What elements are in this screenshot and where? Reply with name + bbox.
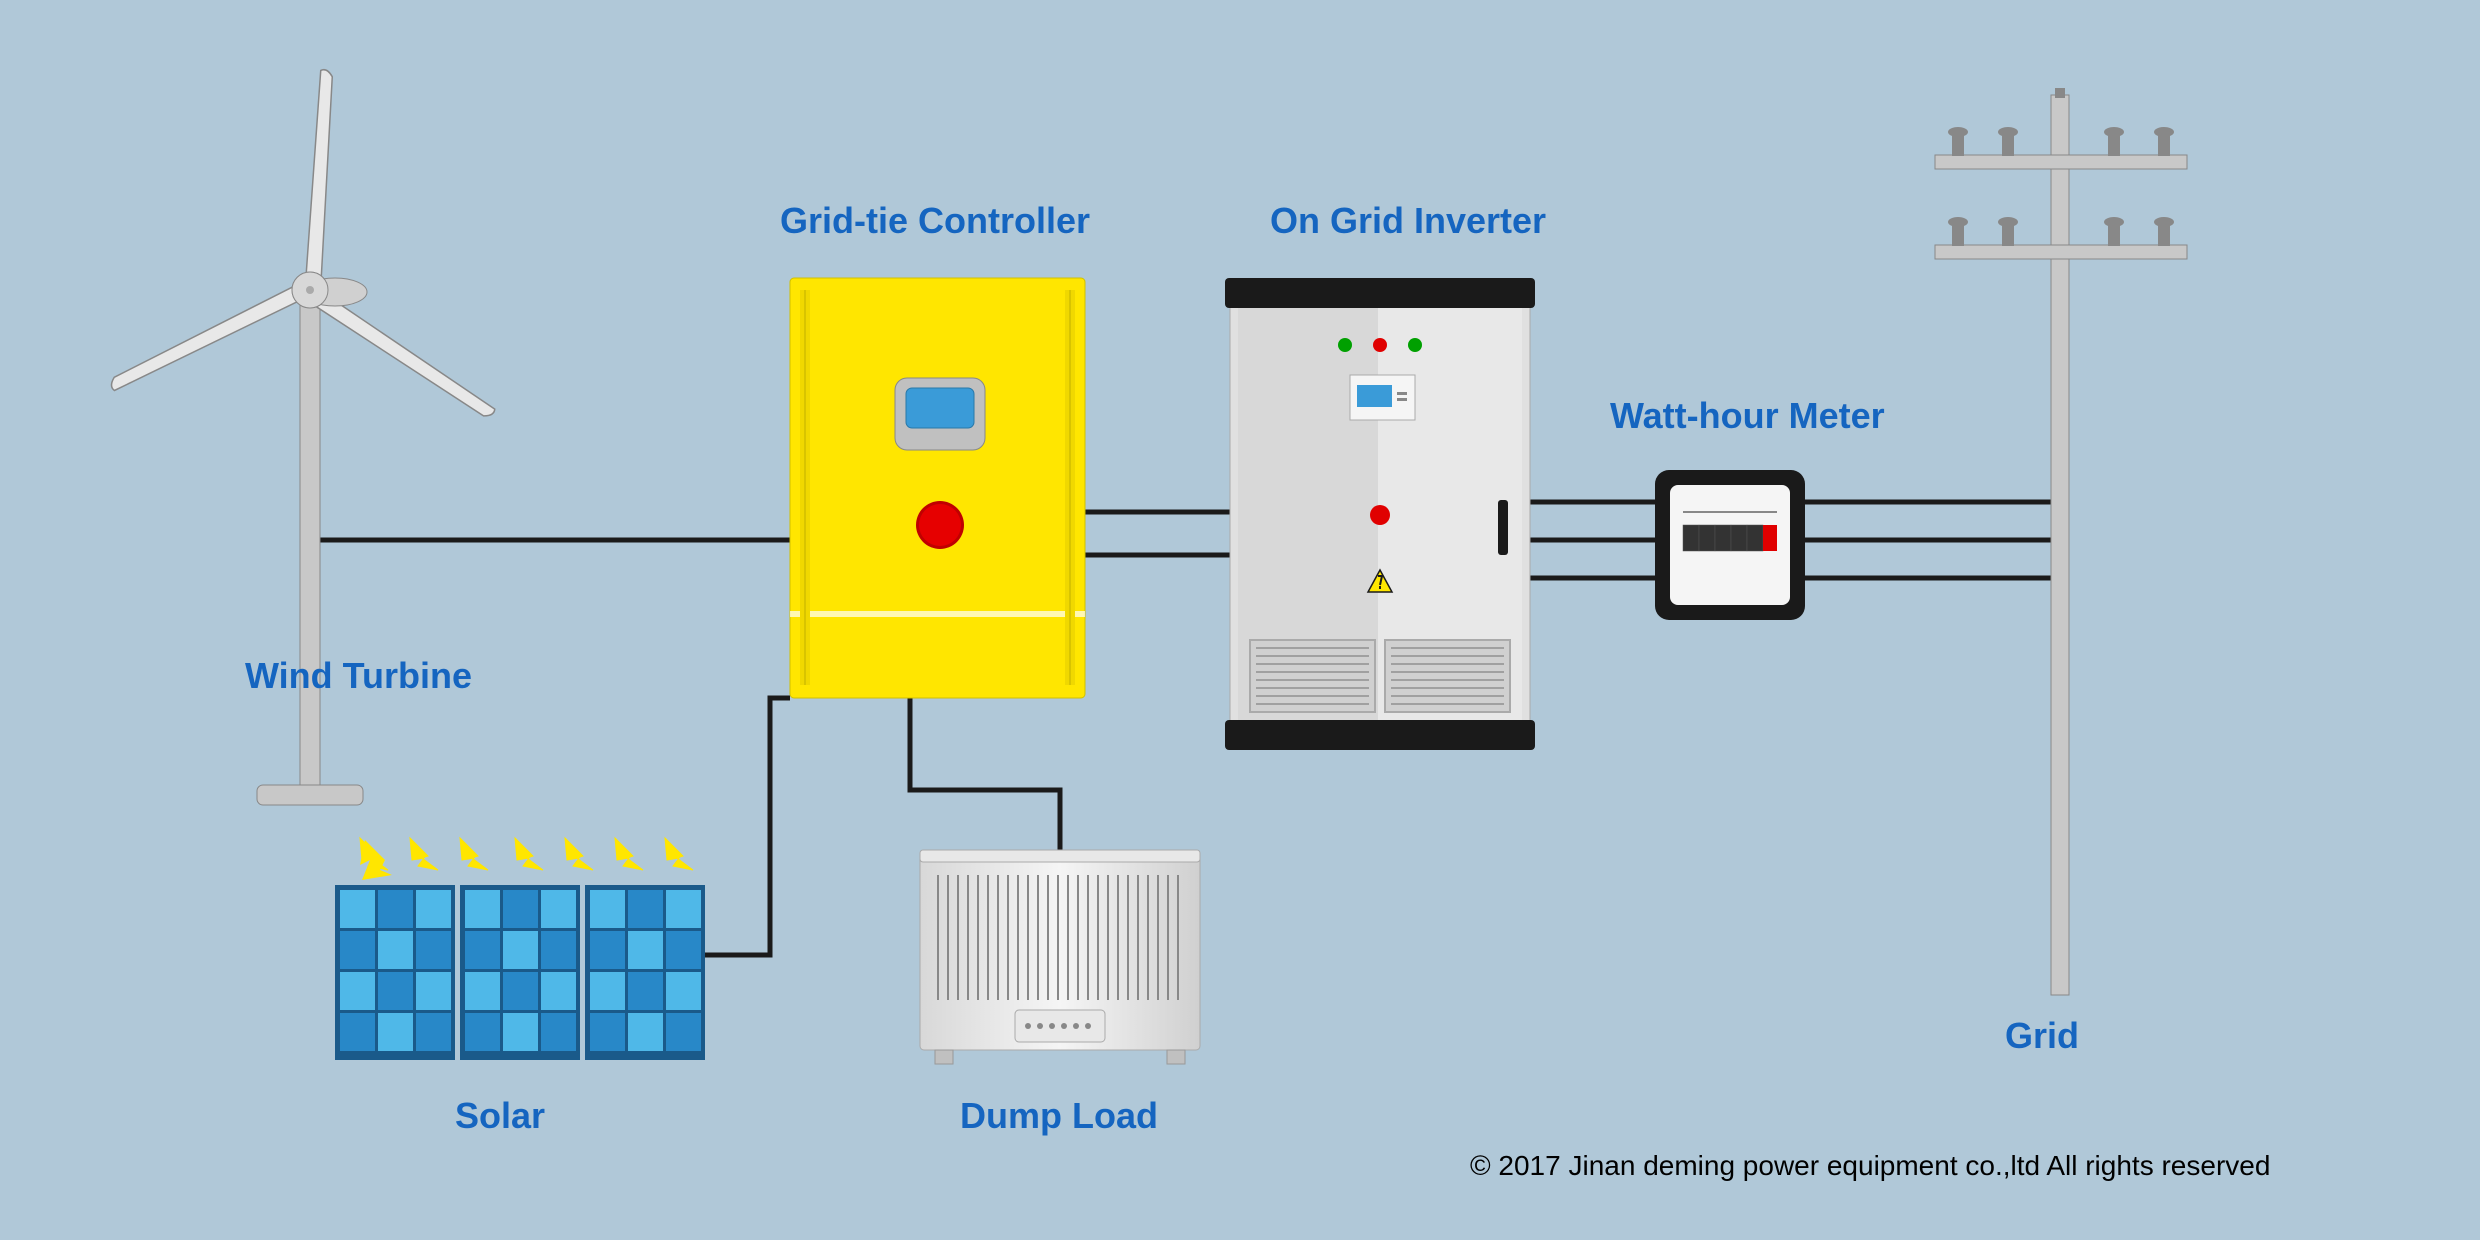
inverter-icon — [1225, 278, 1535, 750]
power-system-diagram — [0, 0, 2480, 1240]
solar-label: Solar — [455, 1095, 545, 1137]
meter-label: Watt-hour Meter — [1610, 395, 1885, 437]
solar-icon — [335, 838, 705, 1060]
dump-load-icon — [920, 850, 1200, 1064]
grid-label: Grid — [2005, 1015, 2079, 1057]
meter-icon — [1655, 470, 1805, 620]
controller-label: Grid-tie Controller — [780, 200, 1090, 242]
controller-icon — [790, 278, 1085, 698]
dump-load-label: Dump Load — [960, 1095, 1158, 1137]
inverter-label: On Grid Inverter — [1270, 200, 1546, 242]
copyright-text: © 2017 Jinan deming power equipment co.,… — [1470, 1150, 2270, 1182]
wind-turbine-label: Wind Turbine — [245, 655, 472, 697]
